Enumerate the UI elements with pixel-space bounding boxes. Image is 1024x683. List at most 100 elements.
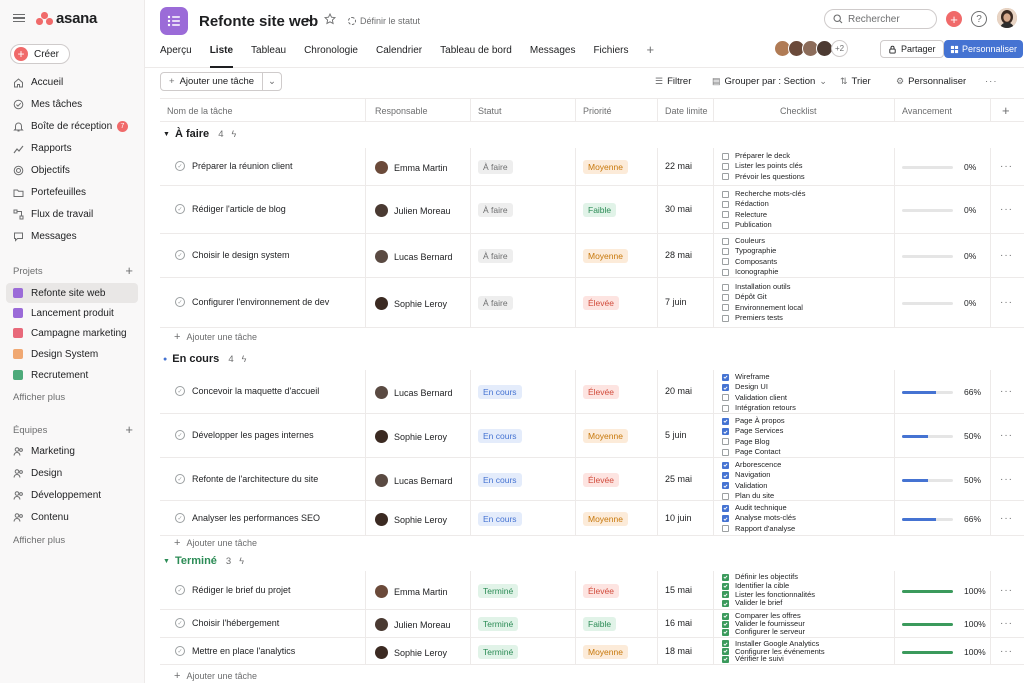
task-name-cell[interactable]: ✓ Analyser les performances SEO: [175, 513, 320, 523]
more-members-badge[interactable]: +2: [831, 40, 848, 57]
customize-button[interactable]: Personnaliser: [944, 40, 1024, 58]
star-icon[interactable]: [323, 12, 337, 28]
table-row[interactable]: ✓ Mettre en place l'analytics Sophie Leroy…: [160, 638, 1024, 665]
assignee-cell[interactable]: Sophie Leroy: [375, 297, 447, 310]
sidebar-team-2[interactable]: Développement: [6, 485, 138, 505]
sort-button[interactable]: ⇅ Trier: [840, 76, 871, 87]
complete-check-icon[interactable]: ✓: [175, 161, 185, 171]
column-header[interactable]: Priorité: [583, 106, 612, 116]
checkbox-icon[interactable]: [722, 448, 729, 456]
status-cell[interactable]: En cours: [478, 429, 522, 443]
checklist-item[interactable]: Rédaction: [722, 199, 805, 209]
add-task-button[interactable]: + Ajouter une tâche ⌄: [160, 72, 283, 91]
add-tab-icon[interactable]: +: [646, 42, 655, 57]
checklist-item[interactable]: Validation client: [722, 393, 796, 403]
task-name-cell[interactable]: ✓ Développer les pages internes: [175, 430, 314, 440]
customize-view-button[interactable]: ⚙ Personnaliser: [896, 76, 966, 87]
status-cell[interactable]: Terminé: [478, 617, 519, 631]
task-name[interactable]: Choisir l'hébergement: [192, 618, 280, 628]
checkbox-icon[interactable]: [722, 582, 729, 590]
table-row[interactable]: ✓ Rédiger l'article de blog Julien Moreau À…: [160, 186, 1024, 234]
checkbox-icon[interactable]: [722, 600, 729, 608]
row-more-icon[interactable]: ···: [1000, 474, 1013, 485]
due-date-cell[interactable]: 28 mai: [665, 250, 692, 260]
project-members[interactable]: +2: [774, 40, 848, 57]
add-task-row[interactable]: + Ajouter une tâche: [174, 331, 257, 343]
row-more-icon[interactable]: ···: [1000, 513, 1013, 524]
priority-cell[interactable]: Élevée: [583, 473, 619, 487]
column-header[interactable]: Responsable: [375, 106, 428, 116]
checkbox-icon[interactable]: [722, 438, 729, 446]
collapse-icon[interactable]: ●: [163, 355, 168, 363]
checklist-item[interactable]: Valider le brief: [722, 598, 815, 608]
sidebar-item-3[interactable]: Rapports: [6, 138, 138, 158]
task-name-cell[interactable]: ✓ Configurer l'environnement de dev: [175, 297, 329, 307]
status-cell[interactable]: En cours: [478, 512, 522, 526]
checkbox-icon[interactable]: [722, 314, 729, 322]
checkbox-icon[interactable]: [722, 472, 729, 480]
checklist-item[interactable]: Couleurs: [722, 236, 778, 246]
checklist-item[interactable]: Valider le fournisseur: [722, 620, 805, 628]
task-name[interactable]: Concevoir la maquette d'accueil: [192, 386, 320, 396]
tab-3[interactable]: Chronologie: [304, 45, 358, 68]
priority-cell[interactable]: Faible: [583, 617, 617, 631]
priority-cell[interactable]: Faible: [583, 203, 617, 217]
collapse-icon[interactable]: ▼: [163, 130, 170, 138]
sidebar-item-2[interactable]: Boîte de réception 7: [6, 116, 138, 136]
table-row[interactable]: ✓ Choisir le design system Lucas Bernard À …: [160, 234, 1024, 278]
sidebar-project-4[interactable]: Recrutement: [6, 365, 138, 385]
status-cell[interactable]: En cours: [478, 385, 522, 399]
checklist-item[interactable]: Audit technique: [722, 503, 796, 513]
due-date-cell[interactable]: 18 mai: [665, 646, 692, 656]
checkbox-icon[interactable]: [722, 201, 729, 209]
column-header[interactable]: Statut: [478, 106, 502, 116]
checkbox-icon[interactable]: [722, 173, 729, 181]
due-date-cell[interactable]: 16 mai: [665, 618, 692, 628]
assignee-cell[interactable]: Sophie Leroy: [375, 646, 447, 659]
user-avatar[interactable]: [997, 8, 1017, 28]
task-name-cell[interactable]: ✓ Choisir le design system: [175, 250, 290, 260]
checkbox-icon[interactable]: [722, 394, 729, 402]
priority-cell[interactable]: Moyenne: [583, 160, 628, 174]
priority-cell[interactable]: Moyenne: [583, 249, 628, 263]
assignee-cell[interactable]: Sophie Leroy: [375, 513, 447, 526]
complete-check-icon[interactable]: ✓: [175, 474, 185, 484]
checkbox-icon[interactable]: [722, 258, 729, 266]
due-date-cell[interactable]: 20 mai: [665, 386, 692, 396]
tab-1[interactable]: Liste: [209, 45, 234, 68]
checklist-item[interactable]: Environnement local: [722, 303, 803, 313]
status-cell[interactable]: Terminé: [478, 645, 519, 659]
priority-cell[interactable]: Moyenne: [583, 429, 628, 443]
add-project-icon[interactable]: +: [125, 263, 133, 278]
row-more-icon[interactable]: ···: [1000, 161, 1013, 172]
checkbox-icon[interactable]: [722, 152, 729, 160]
task-name-cell[interactable]: ✓ Rédiger l'article de blog: [175, 204, 286, 214]
checkbox-icon[interactable]: [722, 504, 729, 512]
task-name-cell[interactable]: ✓ Mettre en place l'analytics: [175, 646, 295, 656]
checklist-item[interactable]: Prévoir les questions: [722, 172, 805, 182]
sidebar-project-0[interactable]: Refonte site web: [6, 283, 138, 303]
assignee-cell[interactable]: Julien Moreau: [375, 204, 451, 217]
column-header[interactable]: Nom de la tâche: [167, 106, 233, 116]
checklist-item[interactable]: Rapport d'analyse: [722, 524, 796, 534]
tab-0[interactable]: Aperçu: [160, 45, 192, 68]
task-name-cell[interactable]: ✓ Refonte de l'architecture du site: [175, 474, 318, 484]
checklist-item[interactable]: Dépôt Git: [722, 292, 803, 302]
task-name-cell[interactable]: ✓ Choisir l'hébergement: [175, 618, 279, 628]
assignee-cell[interactable]: Julien Moreau: [375, 618, 451, 631]
checkbox-icon[interactable]: [722, 304, 729, 312]
priority-cell[interactable]: Élevée: [583, 584, 619, 598]
add-column-icon[interactable]: +: [1002, 103, 1010, 118]
checkbox-icon[interactable]: [722, 248, 729, 256]
complete-check-icon[interactable]: ✓: [175, 204, 185, 214]
checklist-item[interactable]: Page Blog: [722, 437, 785, 447]
checklist-item[interactable]: Plan du site: [722, 491, 781, 501]
checklist-item[interactable]: Lister les fonctionnalités: [722, 590, 815, 600]
checklist-item[interactable]: Comparer les offres: [722, 612, 805, 620]
complete-check-icon[interactable]: ✓: [175, 297, 185, 307]
checklist-item[interactable]: Analyse mots-clés: [722, 513, 796, 523]
column-header[interactable]: Date limite: [665, 106, 708, 116]
tab-5[interactable]: Tableau de bord: [440, 45, 512, 68]
checkbox-icon[interactable]: [722, 525, 729, 533]
row-more-icon[interactable]: ···: [1000, 297, 1013, 308]
